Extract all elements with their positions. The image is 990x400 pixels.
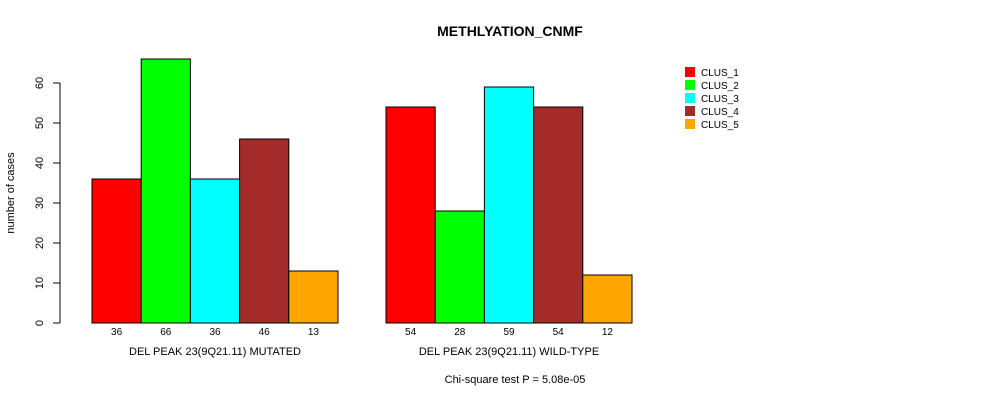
y-tick-label: 0 (34, 320, 46, 326)
bar-data-label: 54 (553, 327, 565, 338)
bars (91, 58, 633, 324)
legend-label: CLUS_5 (701, 120, 739, 131)
bar-clus-3-group-1 (189, 178, 241, 324)
legend-swatch (685, 106, 695, 116)
bar-labels: 36 66 36 46 13 54 28 59 54 12 (111, 327, 613, 338)
bar-data-label: 13 (308, 327, 320, 338)
bar-data-label: 59 (503, 327, 515, 338)
y-tick-label: 30 (34, 197, 46, 209)
bar-clus-5-group-2 (582, 274, 633, 324)
bar-data-label: 46 (259, 327, 271, 338)
legend-swatch (685, 80, 695, 90)
group-label-mutated: DEL PEAK 23(9Q21.11) MUTATED (129, 346, 301, 358)
legend-label: CLUS_4 (701, 107, 739, 118)
bar-data-label: 12 (602, 327, 614, 338)
y-tick-label: 10 (34, 277, 46, 289)
legend-swatch (685, 93, 695, 103)
y-tick-label: 50 (34, 117, 46, 129)
legend-label: CLUS_2 (701, 81, 739, 92)
legend: CLUS_1 CLUS_2 CLUS_3 CLUS_4 CLUS_5 (685, 67, 739, 131)
legend-label: CLUS_1 (701, 68, 739, 79)
bar-clus-3-group-2 (483, 86, 535, 324)
bar-data-label: 28 (454, 327, 466, 338)
footnote: Chi-square test P = 5.08e-05 (445, 374, 586, 386)
bar-data-label: 66 (160, 327, 172, 338)
bar-clus-5-group-1 (288, 270, 339, 324)
bar-clus-4-group-1 (239, 138, 290, 324)
y-tick-label: 40 (34, 157, 46, 169)
bar-clus-2-group-1 (140, 58, 191, 324)
bar-data-label: 54 (405, 327, 417, 338)
bar-clus-1-group-2 (385, 106, 436, 324)
y-axis: 0 10 20 30 40 50 60 (34, 77, 61, 326)
group-label-wild-type: DEL PEAK 23(9Q21.11) WILD-TYPE (419, 346, 599, 358)
chart-title: METHLYATION_CNMF (437, 23, 583, 39)
bar-data-label: 36 (209, 327, 221, 338)
legend-swatch (685, 67, 695, 77)
bar-data-label: 36 (111, 327, 123, 338)
legend-label: CLUS_3 (701, 94, 739, 105)
bar-clus-2-group-2 (434, 210, 485, 324)
y-axis-label: number of cases (5, 152, 17, 234)
bar-clus-4-group-2 (533, 106, 584, 324)
legend-swatch (685, 119, 695, 129)
y-tick-label: 60 (34, 77, 46, 89)
bar-clus-1-group-1 (91, 178, 142, 324)
y-tick-label: 20 (34, 237, 46, 249)
